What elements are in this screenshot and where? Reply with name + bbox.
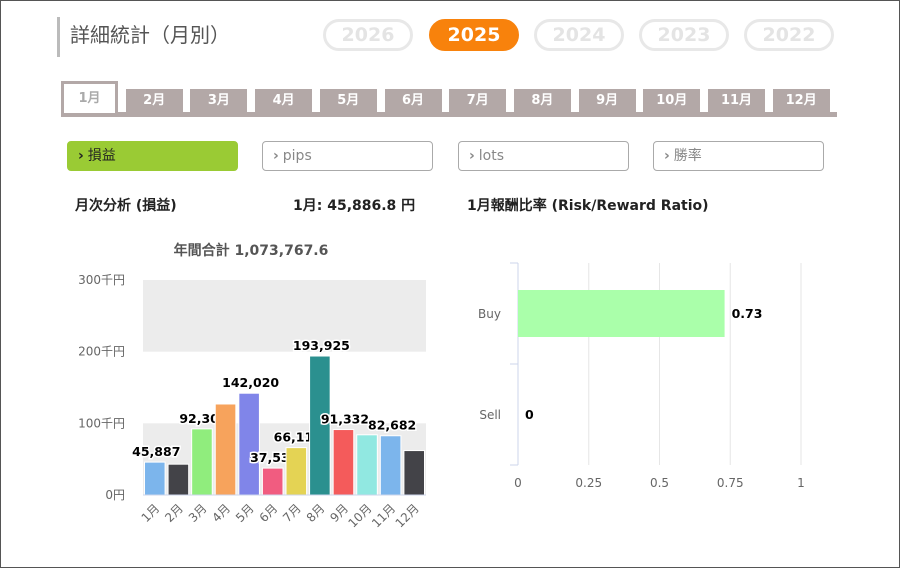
x-tick-label: 5月 — [233, 501, 257, 525]
year-button-2022[interactable]: 2022 — [744, 19, 834, 51]
x-tick-label: 2月 — [162, 501, 186, 525]
x-tick-label: 12月 — [393, 501, 422, 530]
tab-month-3[interactable]: 3月 — [190, 89, 248, 112]
chevron-right-icon: › — [469, 148, 475, 164]
metric-label: 勝率 — [673, 148, 702, 164]
bar-7月[interactable] — [285, 447, 308, 496]
y-tick-label: 0円 — [105, 488, 125, 502]
bar-3月[interactable] — [191, 428, 213, 496]
metric-button-0[interactable]: › 損益 — [67, 141, 238, 171]
x-tick-label: 0.5 — [650, 476, 669, 490]
x-tick-label: 7月 — [280, 501, 304, 525]
monthly-pl-chart: 年間合計 1,073,767.6 0円 100千円 200千円 300千円 45,887 1… — [78, 242, 426, 530]
year-button-2025[interactable]: 2025 — [429, 19, 519, 51]
x-tick-label: 0.25 — [575, 476, 602, 490]
data-label: 45,887 — [132, 444, 180, 459]
year-button-2024[interactable]: 2024 — [534, 19, 624, 51]
bar-6月[interactable] — [261, 467, 284, 496]
x-tick-label: 8月 — [304, 501, 328, 525]
x-tick-label: 4月 — [209, 501, 233, 525]
bar-4月[interactable] — [214, 403, 237, 496]
bar-12月[interactable] — [403, 450, 425, 496]
x-tick-label: 10月 — [345, 501, 374, 530]
bar-10月[interactable] — [356, 434, 378, 496]
bar-9月[interactable] — [332, 429, 355, 496]
x-tick-label: 3月 — [186, 501, 210, 525]
metric-button-2[interactable]: › lots — [458, 141, 629, 171]
year-button-2023[interactable]: 2023 — [639, 19, 729, 51]
tab-month-9[interactable]: 9月 — [578, 89, 636, 112]
chevron-right-icon: › — [273, 148, 279, 164]
tab-month-11[interactable]: 11月 — [708, 89, 765, 112]
tab-month-2[interactable]: 2月 — [125, 89, 183, 112]
y-tick-label: 300千円 — [78, 273, 125, 287]
tab-month-1[interactable]: 1月 — [61, 81, 118, 113]
left-heading: 月次分析 (損益) — [75, 198, 177, 214]
chevron-right-icon: › — [664, 148, 670, 164]
category-label: Buy — [478, 307, 501, 321]
tab-month-5[interactable]: 5月 — [319, 89, 377, 112]
month-tabs: 1月 2月 3月 4月 5月 6月 7月 8月 9月 10月 11月 12月 — [61, 81, 837, 117]
chart-title: 年間合計 1,073,767.6 — [174, 242, 329, 259]
x-tick-label: 11月 — [369, 501, 398, 530]
bar-5月[interactable] — [238, 392, 260, 496]
month-value: 1月: 45,886.8 円 — [293, 198, 416, 214]
x-tick-label: 0 — [514, 476, 522, 490]
data-label: 82,682 — [368, 418, 416, 433]
year-button-2026[interactable]: 2026 — [323, 19, 413, 51]
bar-Buy[interactable] — [518, 290, 725, 337]
category-label: Sell — [479, 408, 501, 422]
data-label: 0.73 — [732, 306, 763, 321]
x-tick-label: 0.75 — [717, 476, 744, 490]
tab-month-7[interactable]: 7月 — [449, 89, 507, 112]
data-label: 142,020 — [222, 375, 279, 390]
metric-label: lots — [478, 148, 505, 164]
page-title: 詳細統計（月別） — [57, 17, 230, 57]
tab-month-6[interactable]: 6月 — [384, 89, 442, 112]
metric-button-3[interactable]: › 勝率 — [653, 141, 824, 171]
metric-label: pips — [282, 148, 312, 164]
bar-11月[interactable] — [379, 435, 402, 496]
bar-2月[interactable] — [167, 463, 190, 496]
metric-label: 損益 — [87, 148, 116, 164]
tab-month-10[interactable]: 10月 — [643, 89, 701, 112]
right-heading: 1月報酬比率 (Risk/Reward Ratio) — [467, 198, 709, 214]
tab-month-4[interactable]: 4月 — [255, 89, 313, 112]
chevron-right-icon: › — [78, 148, 84, 164]
x-tick-label: 1月 — [139, 501, 163, 525]
grid-band — [143, 423, 426, 495]
y-tick-label: 100千円 — [78, 416, 125, 430]
grid-band — [143, 280, 426, 352]
data-label: 193,925 — [293, 338, 350, 353]
x-tick-label: 1 — [797, 476, 805, 490]
tab-month-12[interactable]: 12月 — [772, 89, 830, 112]
data-label: 91,332 — [321, 412, 369, 427]
y-tick-label: 200千円 — [78, 345, 125, 359]
metric-button-1[interactable]: › pips — [262, 141, 433, 171]
x-tick-label: 6月 — [257, 501, 281, 525]
data-label: 0 — [525, 407, 534, 422]
bar-1月[interactable] — [144, 461, 166, 496]
tab-month-8[interactable]: 8月 — [513, 89, 571, 112]
risk-reward-chart: 0 0.25 0.5 0.75 1 Buy 0.73 Sell 0 — [478, 262, 805, 490]
